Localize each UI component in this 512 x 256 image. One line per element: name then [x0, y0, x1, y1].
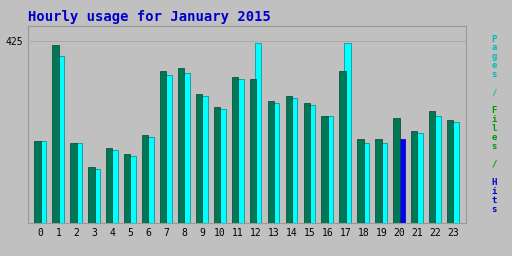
Bar	[308, 105, 315, 223]
Text: F: F	[492, 106, 497, 115]
Bar	[39, 141, 46, 223]
Bar	[434, 116, 441, 223]
Bar	[380, 143, 387, 223]
Bar	[322, 116, 328, 223]
Bar	[88, 167, 95, 223]
Bar	[214, 107, 220, 223]
Text: s: s	[492, 70, 497, 79]
Bar	[93, 169, 100, 223]
Bar	[250, 79, 256, 223]
Bar	[34, 141, 41, 223]
Text: l: l	[492, 124, 497, 133]
Bar	[339, 71, 346, 223]
Bar	[447, 120, 453, 223]
Text: e: e	[492, 133, 497, 142]
Bar	[196, 94, 202, 223]
Bar	[75, 143, 82, 223]
Bar	[375, 139, 381, 223]
Bar	[268, 101, 274, 223]
Bar	[345, 43, 351, 223]
Bar	[254, 43, 262, 223]
Text: s: s	[492, 205, 497, 214]
Bar	[219, 109, 226, 223]
Bar	[452, 122, 459, 223]
Text: s: s	[492, 142, 497, 151]
Text: t: t	[492, 196, 497, 205]
Text: i: i	[492, 115, 497, 124]
Bar	[201, 96, 208, 223]
Bar	[393, 118, 399, 223]
Text: a: a	[492, 44, 497, 52]
Bar	[106, 148, 113, 223]
Bar	[237, 79, 244, 223]
Bar	[411, 131, 417, 223]
Bar	[429, 111, 435, 223]
Bar	[57, 56, 64, 223]
Bar	[416, 133, 423, 223]
Text: g: g	[492, 52, 497, 61]
Bar	[147, 137, 154, 223]
Bar	[70, 143, 77, 223]
Bar	[304, 103, 310, 223]
Bar	[124, 154, 131, 223]
Text: H: H	[492, 178, 497, 187]
Bar	[272, 103, 280, 223]
Text: P: P	[492, 35, 497, 44]
Text: /: /	[492, 160, 497, 169]
Bar	[357, 139, 364, 223]
Bar	[290, 99, 297, 223]
Bar	[165, 75, 172, 223]
Bar	[183, 73, 190, 223]
Bar	[362, 143, 369, 223]
Bar	[398, 139, 405, 223]
Bar	[286, 96, 292, 223]
Bar	[111, 150, 118, 223]
Text: e: e	[492, 61, 497, 70]
Bar	[52, 45, 59, 223]
Text: Hourly usage for January 2015: Hourly usage for January 2015	[28, 10, 271, 24]
Bar	[142, 135, 148, 223]
Bar	[232, 77, 238, 223]
Bar	[327, 116, 333, 223]
Text: /: /	[492, 88, 497, 97]
Bar	[129, 156, 136, 223]
Bar	[160, 71, 166, 223]
Text: i: i	[492, 187, 497, 196]
Bar	[178, 68, 184, 223]
